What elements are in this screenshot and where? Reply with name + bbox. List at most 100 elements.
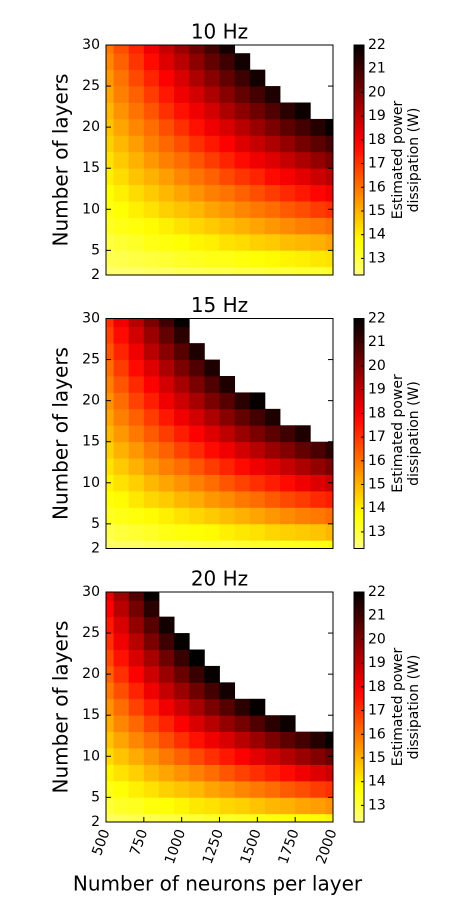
heatmap-cell — [234, 135, 251, 153]
heatmap-cell — [264, 151, 281, 169]
colorbar-tick-label: 17 — [368, 429, 386, 445]
heatmap-cell — [174, 86, 190, 103]
heatmap-cell — [128, 45, 145, 54]
heatmap-cell — [174, 318, 190, 328]
heatmap-cell — [158, 731, 175, 749]
heatmap-cell — [204, 135, 220, 153]
heatmap-cell — [113, 184, 130, 202]
colorbar-tick-label: 15 — [368, 476, 386, 492]
heatmap-cell — [204, 665, 220, 683]
heatmap-cell — [234, 780, 251, 798]
heatmap-cell — [264, 731, 281, 749]
colorbar-tick-label: 16 — [368, 453, 386, 469]
heatmap-cell — [280, 266, 296, 275]
heatmap-cell — [158, 698, 175, 716]
heatmap-cell — [204, 682, 220, 700]
heatmap-cell — [106, 86, 114, 103]
heatmap-cell — [310, 491, 326, 508]
heatmap-cell — [219, 764, 236, 782]
colorbar-tick-label: 14 — [368, 500, 386, 516]
heatmap-cell — [143, 118, 160, 136]
heatmap-cell — [264, 425, 281, 443]
heatmap-cell — [219, 233, 236, 251]
colorbar-tick-label: 15 — [368, 203, 386, 219]
heatmap-cell — [249, 507, 266, 525]
heatmap-cell — [204, 748, 220, 765]
colorbar-tick-label: 16 — [368, 179, 386, 195]
heatmap-cell — [106, 102, 114, 120]
heatmap-cell — [325, 523, 333, 541]
heatmap-cell — [158, 764, 175, 782]
heatmap-cell — [174, 698, 190, 716]
heatmap-cell — [143, 649, 160, 667]
heatmap-cell — [234, 764, 251, 782]
heatmap-cell — [219, 151, 236, 169]
x-tick-label: 750 — [127, 827, 151, 858]
heatmap-cell — [158, 813, 175, 822]
heatmap-cell — [128, 682, 145, 700]
heatmap-cell — [113, 507, 130, 525]
plot-frame — [105, 318, 334, 549]
heatmap-cell — [128, 649, 145, 667]
heatmap-cell — [113, 86, 130, 103]
heatmap-cell — [249, 118, 266, 136]
heatmap-cell — [106, 233, 114, 251]
heatmap-cell — [234, 507, 251, 525]
heatmap-cell — [264, 764, 281, 782]
heatmap-cell — [249, 69, 266, 87]
colorbar-tick-label: 20 — [368, 358, 386, 374]
heatmap-cell — [106, 458, 114, 475]
heatmap-cell — [189, 731, 205, 749]
y-axis-label: Number of layers — [49, 74, 73, 247]
heatmap-cell — [295, 748, 311, 765]
heatmap-cell — [113, 649, 130, 667]
heatmap-cell — [249, 392, 266, 410]
heatmap-cell — [249, 698, 266, 716]
heatmap-cell — [143, 86, 160, 103]
heatmap-cell — [204, 201, 220, 218]
heatmap-cell — [249, 748, 266, 765]
heatmap-cell — [174, 135, 190, 153]
heatmap-cell — [204, 408, 220, 426]
heatmap-cell — [189, 748, 205, 765]
heatmap-cell — [158, 665, 175, 683]
heatmap-cell — [249, 797, 266, 815]
heatmap-cell — [219, 408, 236, 426]
heatmap-cells — [106, 318, 333, 549]
heatmap-cell — [158, 507, 175, 525]
heatmap-cell — [128, 53, 145, 71]
heatmap-cell — [106, 491, 114, 508]
heatmap-cell — [264, 233, 281, 251]
heatmap-cell — [189, 813, 205, 822]
heatmap-cell — [143, 217, 160, 235]
heatmap-cell — [264, 507, 281, 525]
heatmap-cell — [174, 184, 190, 202]
colorbar-tick-label: 21 — [368, 61, 386, 77]
heatmap-cell — [219, 266, 236, 275]
y-tick-label: 20 — [82, 119, 100, 135]
heatmap-cell — [280, 184, 296, 202]
heatmap-cell — [128, 318, 145, 328]
heatmap-cell — [249, 408, 266, 426]
colorbar-label: dissipation (W) — [406, 108, 422, 213]
heatmap-cell — [219, 507, 236, 525]
heatmap-cell — [310, 135, 326, 153]
heatmap-cell — [143, 318, 160, 328]
heatmap-cell — [234, 715, 251, 733]
heatmap-cell — [249, 233, 266, 251]
heatmap-cell — [234, 102, 251, 120]
heatmap-cell — [219, 53, 236, 71]
heatmap-cell — [325, 233, 333, 251]
heatmap-cell — [113, 118, 130, 136]
heatmap-cell — [204, 764, 220, 782]
heatmap-cell — [295, 540, 311, 549]
heatmap-cell — [143, 682, 160, 700]
heatmap-cell — [219, 102, 236, 120]
heatmap-cell — [158, 474, 175, 492]
heatmap-cell — [158, 523, 175, 541]
heatmap-cell — [310, 813, 326, 822]
heatmap-cell — [113, 797, 130, 815]
heatmap-cell — [106, 682, 114, 700]
heatmap-cell — [128, 616, 145, 634]
heatmap-cell — [189, 392, 205, 410]
